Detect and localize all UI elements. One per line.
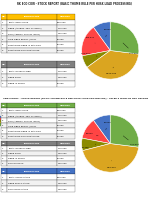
- Text: RK ECO COIR - STOCK REPORT (BASIC THUMB RULE PER HUSK LOAD PROCESSING): RK ECO COIR - STOCK REPORT (BASIC THUMB …: [17, 2, 132, 6]
- Wedge shape: [110, 22, 139, 54]
- Text: 1,44,875: 1,44,875: [123, 136, 139, 146]
- Wedge shape: [83, 144, 139, 172]
- Wedge shape: [93, 115, 110, 144]
- Wedge shape: [82, 120, 110, 144]
- Text: 3,500,400: 3,500,400: [106, 67, 117, 74]
- Text: 3,55,500: 3,55,500: [107, 161, 117, 168]
- Legend: FIBER (APPROX. 35% OF INPUT), PITH (APPROX. 25% OF INPUT), COIR FIBER REJECT / D: FIBER (APPROX. 35% OF INPUT), PITH (APPR…: [0, 116, 30, 125]
- Wedge shape: [93, 22, 110, 50]
- Text: 90,000: 90,000: [86, 133, 98, 136]
- Wedge shape: [87, 50, 139, 79]
- Text: 10,125: 10,125: [82, 144, 96, 148]
- Wedge shape: [110, 115, 139, 147]
- Text: 55,000: 55,000: [104, 29, 111, 37]
- Wedge shape: [82, 27, 110, 56]
- Text: 180,972: 180,972: [86, 37, 95, 43]
- Text: 1,44,875: 1,44,875: [81, 53, 97, 56]
- Text: 1,44,875: 1,44,875: [123, 43, 139, 54]
- Text: ADDITIONAL - STOCK REPORT (BASIC THUMB RULE PER HUSK LOAD PROCESSING) - AFTER 6 : ADDITIONAL - STOCK REPORT (BASIC THUMB R…: [3, 98, 148, 99]
- Wedge shape: [82, 138, 110, 151]
- Text: 55,000: 55,000: [104, 122, 111, 130]
- Wedge shape: [82, 50, 110, 67]
